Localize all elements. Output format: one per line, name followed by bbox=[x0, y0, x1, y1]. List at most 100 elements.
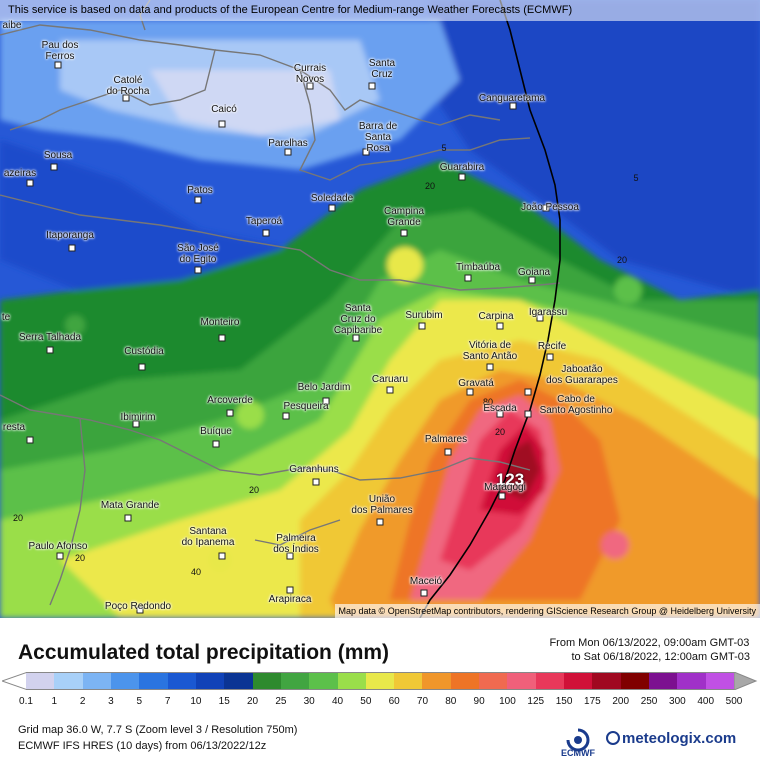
legend-tick-label: 90 bbox=[473, 696, 485, 707]
forecast-period: From Mon 06/13/2022, 09:00am GMT-03 to S… bbox=[549, 636, 750, 664]
city-label[interactable]: Maragogi bbox=[484, 482, 526, 493]
city-dot bbox=[50, 163, 58, 171]
meteologix-label: meteologix.com bbox=[622, 730, 737, 747]
city-label[interactable]: Serra Talhada bbox=[18, 332, 82, 343]
city-label[interactable]: Palmeira dos Índios bbox=[273, 533, 319, 555]
city-label[interactable]: Belo Jardim bbox=[297, 382, 351, 393]
city-label[interactable]: Cabo de Santo Agostinho bbox=[539, 394, 613, 416]
city-label[interactable]: Pesqueira bbox=[283, 401, 329, 412]
legend-tick-label: 30 bbox=[303, 696, 315, 707]
legend-swatch bbox=[26, 672, 55, 690]
city-label[interactable]: Recife bbox=[537, 341, 567, 352]
city-dot bbox=[54, 61, 62, 69]
city-dot bbox=[546, 353, 554, 361]
city-label[interactable]: te bbox=[1, 312, 11, 323]
city-dot bbox=[282, 412, 290, 420]
city-label[interactable]: Barra de Santa Rosa bbox=[358, 121, 398, 154]
legend-swatch bbox=[620, 672, 650, 690]
city-label[interactable]: Mata Grande bbox=[100, 500, 160, 511]
city-label[interactable]: Arcoverde bbox=[207, 395, 253, 406]
city-label[interactable]: Monteiro bbox=[200, 317, 240, 328]
city-label[interactable]: Canguaretama bbox=[478, 93, 546, 104]
city-label[interactable]: Paulo Afonso bbox=[28, 541, 88, 552]
city-label[interactable]: Palmares bbox=[424, 434, 468, 445]
meteologix-logo[interactable]: meteologix.com bbox=[606, 730, 736, 747]
city-label[interactable]: Guarabira bbox=[439, 162, 485, 173]
city-label[interactable]: Santa Cruz bbox=[368, 58, 396, 80]
city-label[interactable]: Timbaúba bbox=[455, 262, 501, 273]
color-legend bbox=[2, 672, 758, 690]
city-label[interactable]: Surubim bbox=[405, 310, 443, 321]
city-label[interactable]: Catolé do Rocha bbox=[106, 75, 150, 97]
city-label[interactable]: azeiras bbox=[3, 168, 37, 179]
osm-attribution[interactable]: Map data © OpenStreetMap contributors, r… bbox=[334, 604, 760, 618]
city-label[interactable]: Gravatá bbox=[458, 378, 494, 389]
city-label[interactable]: Vitória de Santo Antão bbox=[462, 340, 518, 362]
city-label[interactable]: Itaporanga bbox=[46, 230, 94, 241]
city-dot bbox=[386, 386, 394, 394]
city-label[interactable]: Arapiraca bbox=[268, 594, 312, 605]
city-label[interactable]: Caicó bbox=[211, 104, 237, 115]
city-label[interactable]: Soledade bbox=[310, 193, 354, 204]
legend-tick-label: 125 bbox=[527, 696, 545, 707]
city-label[interactable]: Escada bbox=[483, 403, 517, 414]
contour-label: 20 bbox=[12, 513, 24, 523]
city-dot bbox=[400, 229, 408, 237]
city-dot bbox=[286, 552, 294, 560]
ecmwf-attribution: This service is based on data and produc… bbox=[0, 0, 760, 21]
legend-swatch bbox=[167, 672, 197, 690]
city-label[interactable]: resta bbox=[2, 422, 26, 433]
legend-swatch bbox=[479, 672, 508, 690]
contour-label: 5 bbox=[441, 143, 447, 153]
city-dot bbox=[322, 397, 330, 405]
city-dot bbox=[524, 388, 532, 396]
legend-arrow-right bbox=[734, 672, 758, 690]
city-label[interactable]: Maceió bbox=[409, 576, 443, 587]
city-label[interactable]: Ibimirim bbox=[120, 412, 156, 423]
city-dot bbox=[26, 179, 34, 187]
city-label[interactable]: Sousa bbox=[43, 150, 73, 161]
city-label[interactable]: Campina Grande bbox=[383, 206, 425, 228]
legend-tick-label: 100 bbox=[499, 696, 516, 707]
legend-tick-label: 5 bbox=[136, 696, 143, 707]
city-label[interactable]: Santana do Ipanema bbox=[181, 526, 235, 548]
city-label[interactable]: Poço Redondo bbox=[104, 601, 172, 612]
city-label[interactable]: Buíque bbox=[200, 426, 232, 437]
city-dot bbox=[496, 410, 504, 418]
city-dot bbox=[138, 363, 146, 371]
city-label[interactable]: Caruaru bbox=[371, 374, 409, 385]
city-dot bbox=[458, 173, 466, 181]
city-label[interactable]: Custódia bbox=[124, 346, 164, 357]
city-label[interactable]: João Pessoa bbox=[521, 202, 579, 213]
city-label[interactable]: Goiana bbox=[517, 267, 551, 278]
city-label[interactable]: Patos bbox=[187, 185, 213, 196]
city-label[interactable]: Currais Novos bbox=[293, 63, 327, 85]
legend-tick-label: 80 bbox=[445, 696, 457, 707]
contour-label: 80 bbox=[482, 397, 494, 407]
city-dot bbox=[536, 314, 544, 322]
legend-swatch bbox=[649, 672, 678, 690]
city-dot bbox=[352, 334, 360, 342]
precipitation-map[interactable]: This service is based on data and produc… bbox=[0, 0, 760, 618]
city-label[interactable]: São José do Egito bbox=[177, 243, 219, 265]
city-dot bbox=[262, 229, 270, 237]
city-dot bbox=[312, 478, 320, 486]
legend-swatch bbox=[309, 672, 338, 690]
city-label[interactable]: Carpina bbox=[478, 311, 514, 322]
city-label[interactable]: Jaboatão dos Guararapes bbox=[546, 364, 618, 386]
legend-tick-label: 40 bbox=[331, 696, 344, 707]
contour-label: 20 bbox=[74, 553, 86, 563]
city-label[interactable]: Garanhuns bbox=[289, 464, 339, 475]
city-label[interactable]: Igarassu bbox=[528, 307, 568, 318]
city-label[interactable]: Parelhas bbox=[268, 138, 308, 149]
city-label[interactable]: Pau dos Ferros bbox=[41, 40, 79, 62]
state-borders bbox=[0, 0, 561, 606]
city-label[interactable]: Taperoá bbox=[245, 216, 283, 227]
chart-title: Accumulated total precipitation (mm) bbox=[18, 641, 390, 664]
city-label[interactable]: Santa Cruz do Capibaribe bbox=[333, 303, 383, 336]
city-label[interactable]: União dos Palmares bbox=[351, 494, 413, 516]
city-dot bbox=[498, 492, 506, 500]
city-dot bbox=[306, 82, 314, 90]
legend-tick-label: 3 bbox=[108, 696, 114, 707]
city-label[interactable]: aibe bbox=[2, 20, 22, 31]
